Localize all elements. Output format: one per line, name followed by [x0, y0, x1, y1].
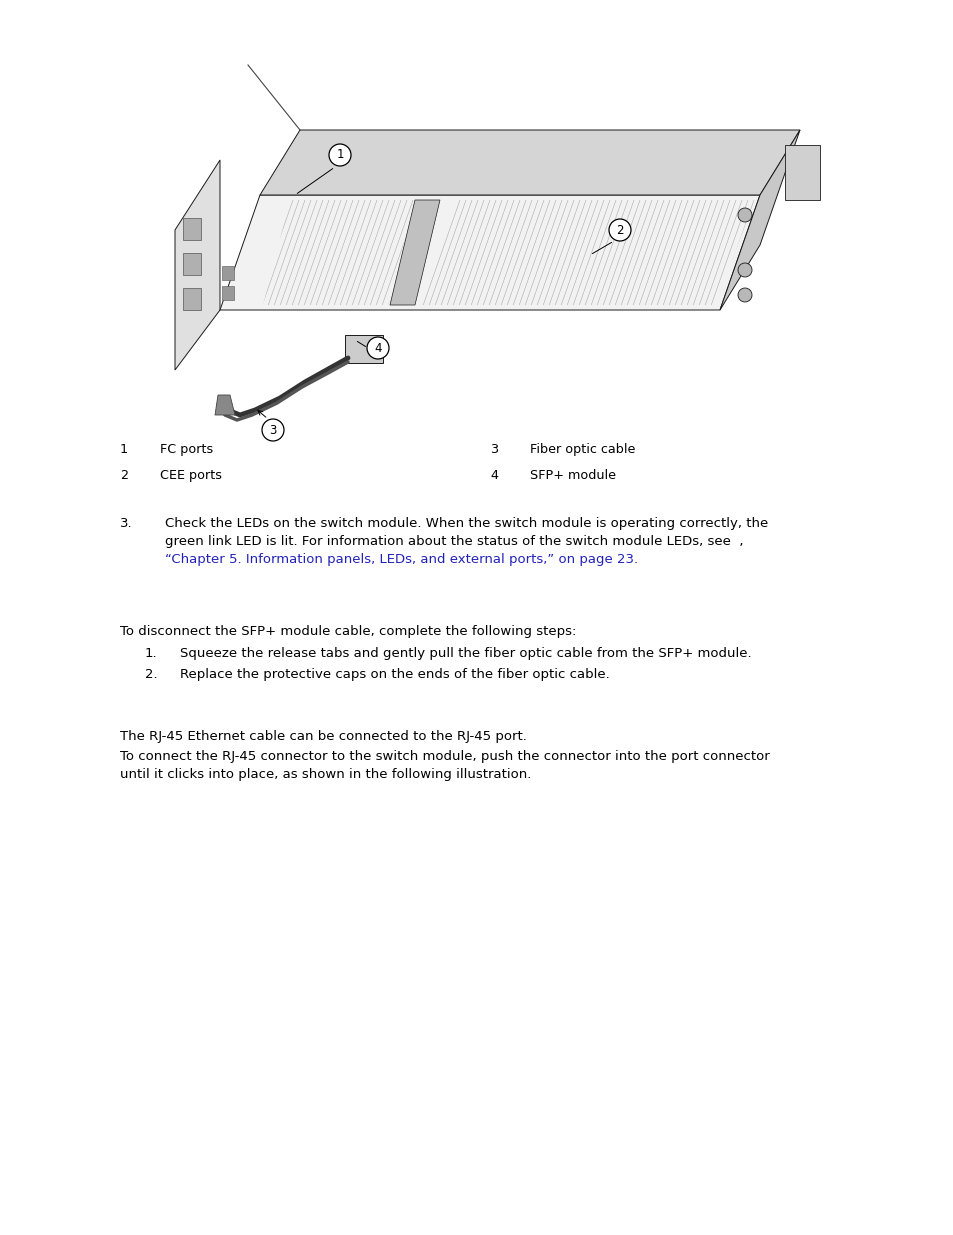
Text: 4: 4 [490, 469, 497, 482]
Circle shape [738, 207, 751, 222]
Text: until it clicks into place, as shown in the following illustration.: until it clicks into place, as shown in … [120, 768, 531, 781]
Text: 3.: 3. [120, 517, 132, 530]
Text: 3: 3 [269, 424, 276, 436]
Circle shape [367, 337, 389, 359]
Bar [222, 266, 233, 280]
Text: 2: 2 [120, 469, 128, 482]
Text: FC ports: FC ports [160, 443, 213, 456]
Text: 1: 1 [120, 443, 128, 456]
Circle shape [608, 219, 630, 241]
Bar [183, 253, 201, 275]
Text: Check the LEDs on the switch module. When the switch module is operating correct: Check the LEDs on the switch module. Whe… [165, 517, 767, 530]
Text: 1: 1 [335, 148, 343, 162]
Polygon shape [220, 195, 760, 310]
Text: Fiber optic cable: Fiber optic cable [530, 443, 635, 456]
Text: 3: 3 [490, 443, 497, 456]
Polygon shape [214, 395, 234, 415]
Text: SFP+ module: SFP+ module [530, 469, 616, 482]
Text: 2: 2 [616, 224, 623, 236]
Text: “Chapter 5. Information panels, LEDs, and external ports,” on page 23.: “Chapter 5. Information panels, LEDs, an… [165, 553, 638, 566]
Circle shape [329, 144, 351, 165]
Circle shape [738, 288, 751, 303]
Text: The RJ-45 Ethernet cable can be connected to the RJ-45 port.: The RJ-45 Ethernet cable can be connecte… [120, 730, 526, 743]
Polygon shape [260, 130, 800, 195]
Circle shape [262, 419, 284, 441]
Polygon shape [390, 200, 439, 305]
Bar [183, 219, 201, 240]
Text: Replace the protective caps on the ends of the fiber optic cable.: Replace the protective caps on the ends … [180, 668, 609, 680]
Bar [222, 287, 233, 300]
Text: To disconnect the SFP+ module cable, complete the following steps:: To disconnect the SFP+ module cable, com… [120, 625, 576, 638]
Text: CEE ports: CEE ports [160, 469, 222, 482]
Polygon shape [784, 144, 820, 200]
Circle shape [738, 263, 751, 277]
Bar [345, 335, 382, 363]
Text: To connect the RJ-45 connector to the switch module, push the connector into the: To connect the RJ-45 connector to the sw… [120, 750, 769, 763]
Text: 4: 4 [374, 342, 381, 354]
Text: Squeeze the release tabs and gently pull the fiber optic cable from the SFP+ mod: Squeeze the release tabs and gently pull… [180, 647, 751, 659]
Text: 2.: 2. [145, 668, 157, 680]
Text: 1.: 1. [145, 647, 157, 659]
Polygon shape [720, 130, 800, 310]
Text: green link LED is lit. For information about the status of the switch module LED: green link LED is lit. For information a… [165, 535, 742, 548]
Bar [183, 288, 201, 310]
Polygon shape [174, 161, 220, 370]
